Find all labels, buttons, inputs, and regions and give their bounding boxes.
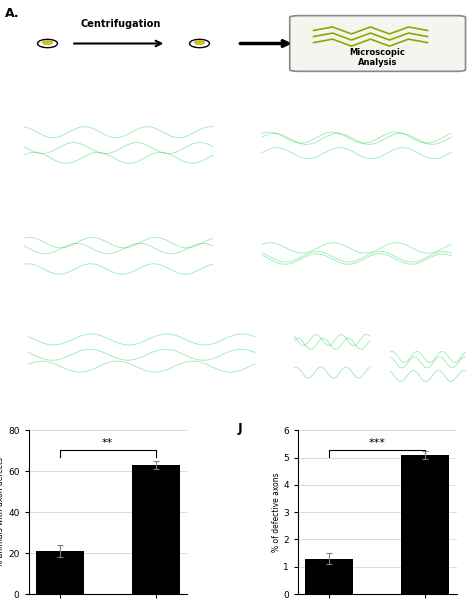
- Bar: [132, 465, 180, 594]
- Text: H.: H.: [384, 307, 397, 317]
- Text: ***: ***: [369, 439, 386, 448]
- Bar: [401, 455, 449, 594]
- Ellipse shape: [43, 41, 52, 44]
- Ellipse shape: [38, 40, 57, 47]
- Text: 100G: 100G: [341, 287, 373, 296]
- Text: 1G: 1G: [110, 287, 127, 296]
- Text: C.: C.: [10, 202, 21, 212]
- Text: F.: F.: [11, 307, 21, 317]
- Y-axis label: % animals with axon defects: % animals with axon defects: [0, 457, 5, 567]
- Bar: [305, 559, 353, 594]
- Text: 1G: 1G: [110, 181, 127, 191]
- Text: A.: A.: [5, 7, 19, 20]
- Text: B.: B.: [10, 91, 21, 101]
- Text: J: J: [238, 422, 243, 435]
- Text: **: **: [102, 439, 114, 448]
- Text: Microscopic
Analysis: Microscopic Analysis: [350, 48, 406, 67]
- Ellipse shape: [195, 41, 204, 44]
- FancyBboxPatch shape: [290, 16, 466, 71]
- Text: E.: E.: [248, 202, 259, 212]
- Text: G.: G.: [288, 307, 301, 317]
- Y-axis label: % of defective axons: % of defective axons: [272, 472, 281, 552]
- Bar: [36, 551, 84, 594]
- Text: Centrifugation: Centrifugation: [81, 19, 162, 29]
- Text: D.: D.: [248, 91, 261, 101]
- Ellipse shape: [190, 40, 209, 47]
- Text: 100G: 100G: [341, 181, 373, 191]
- Text: 100G: 100G: [125, 397, 158, 407]
